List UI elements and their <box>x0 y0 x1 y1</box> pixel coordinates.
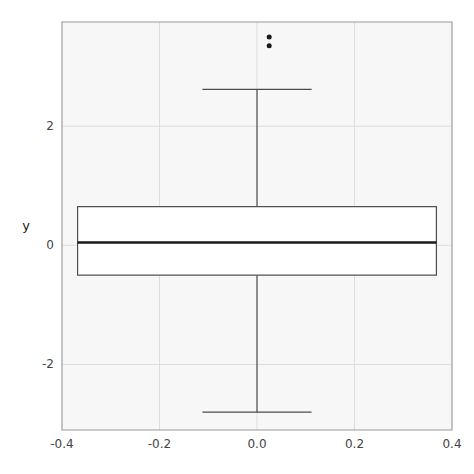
plot-frame <box>62 22 452 430</box>
x-tick-label: -0.4 <box>50 437 73 451</box>
x-tick-label: 0.0 <box>247 437 266 451</box>
x-tick-label: 0.2 <box>345 437 364 451</box>
grid <box>62 22 452 430</box>
upper-whisker <box>256 89 257 206</box>
y-tick-label: 2 <box>46 119 54 133</box>
upper-cap <box>202 89 311 90</box>
lower-whisker <box>256 275 257 412</box>
y-tick-label: -2 <box>42 357 54 371</box>
chart: -2 0 2 -0.4 -0.2 0.0 0.2 0.4 y <box>0 0 474 474</box>
y-axis-label: y <box>22 218 30 233</box>
x-tick-label: -0.2 <box>148 437 171 451</box>
y-tick-label: 0 <box>46 238 54 252</box>
box <box>78 207 437 275</box>
median-line <box>78 241 437 244</box>
x-tick-label: 0.4 <box>442 437 461 451</box>
outlier <box>267 43 272 48</box>
lower-cap <box>202 412 311 413</box>
plot-area <box>62 22 452 430</box>
outlier <box>267 34 272 39</box>
marks <box>78 34 437 412</box>
